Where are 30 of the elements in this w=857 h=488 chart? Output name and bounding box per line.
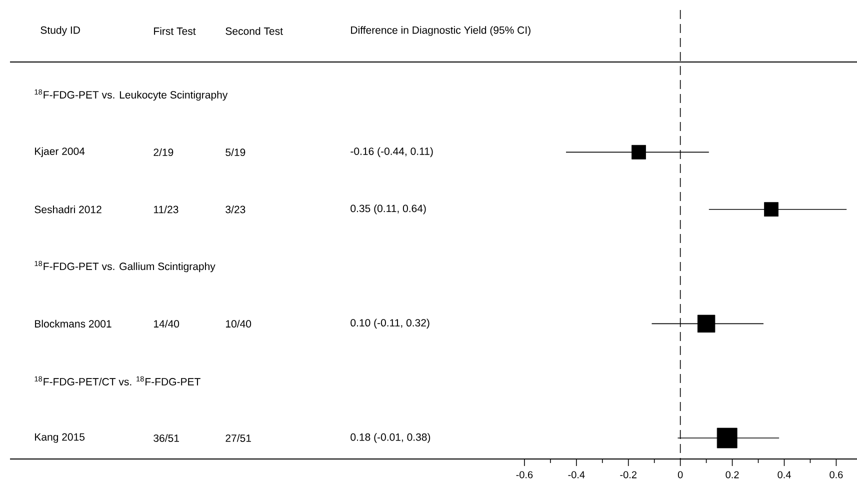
x-tick-label: -0.6: [516, 471, 533, 478]
y-tick-label: Kjaer 2004: [35, 147, 85, 158]
x-tick-label: 0.6: [830, 471, 843, 478]
annotation: 0.18 (-0.01, 0.38): [350, 433, 430, 443]
x-tick-label: -0.4: [568, 471, 585, 478]
annotation: 0.10 (-0.11, 0.32): [350, 318, 430, 329]
annotation: 0.35 (0.11, 0.64): [350, 204, 426, 214]
annotation: 36/51: [154, 434, 179, 442]
y-tick-label: $^{18}$F-FDG-PET vs. Leukocyte Scintigraphy: [34, 89, 228, 101]
y-tick-label: Seshadri 2012: [34, 205, 102, 214]
annotation: -0.16 (-0.44, 0.11): [350, 147, 433, 158]
annotation: 3/23: [226, 205, 246, 214]
x-tick-label: -0.2: [620, 471, 636, 478]
y-tick-label: $^{18}$F-FDG-PET vs. Gallium Scintigraphy: [34, 260, 216, 272]
y-tick-label: $^{18}$F-FDG-PET/CT vs. $^{18}$F-FDG-PET: [34, 376, 200, 386]
annotation: 27/51: [226, 434, 251, 442]
text: Second Test: [226, 27, 283, 35]
x-tick-label: 0.2: [726, 471, 739, 478]
y-tick-label: Kang 2015: [35, 433, 85, 443]
text: Study ID: [40, 26, 80, 36]
annotation: 14/40: [154, 320, 180, 328]
x-tick-label: 0.4: [778, 471, 791, 478]
annotation: 2/19: [154, 148, 174, 156]
text: First Test: [154, 27, 196, 35]
text: Difference in Diagnostic Yield (95% CI): [351, 26, 530, 36]
y-tick-label: Blockmans 2001: [35, 320, 112, 328]
annotation: 11/23: [154, 205, 178, 214]
annotation: 10/40: [226, 320, 252, 328]
annotation: 5/19: [226, 148, 246, 156]
x-tick-label: 0: [678, 471, 683, 478]
